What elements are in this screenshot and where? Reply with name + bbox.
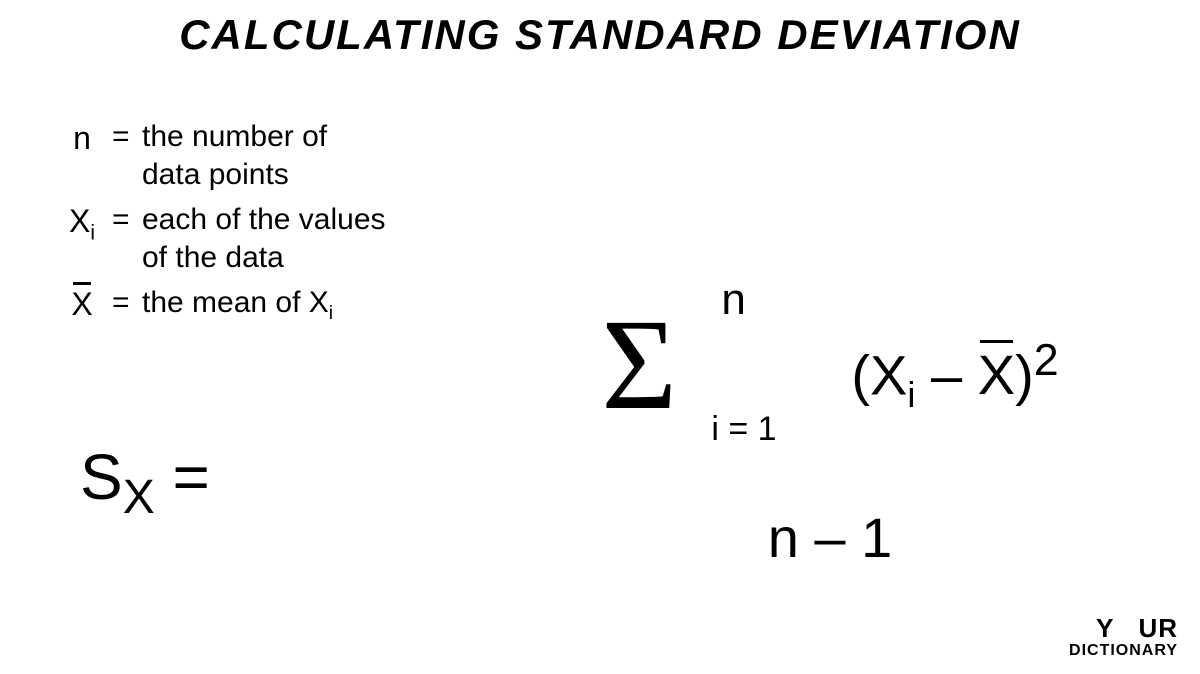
magnifier-icon: [1114, 617, 1138, 648]
formula-lhs: SX =: [80, 440, 210, 525]
denominator: n – 1: [510, 505, 1150, 570]
formula-area: SX = Σ n i = 1 (Xi – X)2 n – 1: [80, 210, 1160, 650]
legend-def: the number of data points: [142, 118, 386, 193]
fraction: Σ n i = 1 (Xi – X)2 n – 1: [510, 290, 1150, 570]
legend-eq: =: [112, 118, 142, 193]
brand-logo: YUR DICTIONARY: [1069, 613, 1178, 660]
header-title: CALCULATING STANDARD DEVIATION: [179, 11, 1021, 59]
fraction-line: [540, 480, 1120, 485]
legend-symbol-n: n: [52, 118, 112, 193]
legend-row: n = the number of data points: [52, 118, 386, 193]
header-bar: CALCULATING STANDARD DEVIATION: [0, 0, 1200, 70]
sigma-upper: n: [721, 275, 745, 325]
squared-term: (Xi – X)2: [851, 335, 1058, 416]
sigma-block: Σ n i = 1: [601, 290, 761, 460]
sigma-icon: Σ: [601, 300, 677, 430]
logo-top: YUR: [1069, 613, 1178, 644]
sigma-lower: i = 1: [711, 410, 776, 449]
numerator: Σ n i = 1 (Xi – X)2: [510, 290, 1150, 460]
content-area: n = the number of data points Xi = each …: [0, 70, 1200, 674]
